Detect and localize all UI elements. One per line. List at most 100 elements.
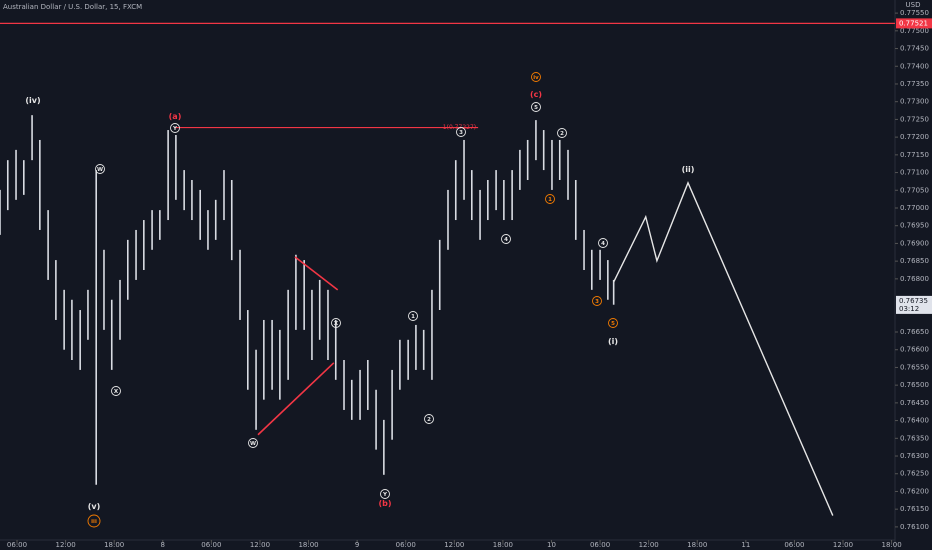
y-tick-label: 0.76350 bbox=[900, 434, 929, 442]
last-price-tag bbox=[896, 295, 932, 314]
y-tick-label: 0.76100 bbox=[900, 523, 929, 531]
x-tick-label: 18:00 bbox=[298, 541, 318, 549]
wave-label: (a) bbox=[169, 112, 182, 121]
wave-label: W bbox=[250, 441, 256, 447]
wave-circle bbox=[531, 72, 541, 82]
wave-label: iv bbox=[533, 75, 539, 81]
wave-label: (iv) bbox=[25, 96, 40, 105]
trend-line bbox=[257, 362, 335, 436]
wave-label: Y bbox=[172, 126, 178, 132]
wave-label: 3 bbox=[459, 130, 463, 136]
wave-circle bbox=[95, 164, 105, 174]
x-tick-label: 8 bbox=[161, 541, 165, 549]
wave-label: 4 bbox=[601, 241, 605, 247]
x-tick-label: 18:00 bbox=[882, 541, 902, 549]
wave-circle bbox=[545, 194, 555, 204]
wave-circle bbox=[331, 318, 341, 328]
price-level-label: 0.77521 bbox=[899, 19, 928, 27]
x-tick-label: 11 bbox=[741, 541, 750, 549]
wave-label: 2 bbox=[427, 417, 431, 423]
x-tick-label: 9 bbox=[355, 541, 359, 549]
y-tick-label: 0.77550 bbox=[900, 9, 929, 17]
countdown-label: 03:12 bbox=[899, 305, 919, 313]
wave-label: 2 bbox=[560, 131, 564, 137]
y-tick-label: 0.77200 bbox=[900, 133, 929, 141]
y-tick-label: 0.77250 bbox=[900, 115, 929, 123]
wave-label: 5 bbox=[534, 105, 538, 111]
wave-label: 1 bbox=[548, 197, 552, 203]
wave-circle bbox=[501, 234, 511, 244]
y-tick-label: 0.76450 bbox=[900, 399, 929, 407]
wave-label: (b) bbox=[378, 499, 391, 508]
y-tick-label: 0.77450 bbox=[900, 45, 929, 53]
y-tick-label: 0.77500 bbox=[900, 27, 929, 35]
y-tick-label: 0.76400 bbox=[900, 417, 929, 425]
x-tick-label: 12:00 bbox=[250, 541, 270, 549]
y-tick-label: 0.77150 bbox=[900, 151, 929, 159]
wave-label: 1 bbox=[411, 314, 415, 320]
wave-circle bbox=[380, 489, 390, 499]
x-tick-label: 06:00 bbox=[201, 541, 221, 549]
wave-label: (c) bbox=[530, 90, 542, 99]
wave-circle bbox=[424, 414, 434, 424]
wave-circle bbox=[408, 311, 418, 321]
wave-label: (v) bbox=[88, 502, 101, 511]
y-tick-label: 0.76500 bbox=[900, 381, 929, 389]
wave-circle bbox=[592, 296, 602, 306]
y-tick-label: 0.76950 bbox=[900, 222, 929, 230]
x-tick-label: 10 bbox=[547, 541, 556, 549]
y-tick-label: 0.76650 bbox=[900, 328, 929, 336]
y-tick-label: 0.77300 bbox=[900, 98, 929, 106]
wave-label: Y bbox=[382, 492, 388, 498]
wave-label: X bbox=[114, 389, 119, 395]
currency-label: USD bbox=[906, 1, 921, 9]
last-price-label: 0.76735 bbox=[899, 297, 928, 305]
y-tick-label: 0.77100 bbox=[900, 169, 929, 177]
wave-label: (ii) bbox=[682, 165, 695, 174]
y-tick-label: 0.76600 bbox=[900, 346, 929, 354]
y-tick-label: 0.76800 bbox=[900, 275, 929, 283]
x-tick-label: 06:00 bbox=[590, 541, 610, 549]
y-tick-label: 0.77050 bbox=[900, 186, 929, 194]
x-tick-label: 12:00 bbox=[833, 541, 853, 549]
x-tick-label: 06:00 bbox=[7, 541, 27, 549]
x-tick-label: 12:00 bbox=[444, 541, 464, 549]
y-tick-label: 0.76900 bbox=[900, 239, 929, 247]
y-tick-label: 0.76300 bbox=[900, 452, 929, 460]
wave-label: (i) bbox=[608, 337, 618, 346]
projection-line bbox=[613, 181, 834, 516]
wave-circle bbox=[608, 318, 618, 328]
x-tick-label: 12:00 bbox=[639, 541, 659, 549]
x-tick-label: 12:00 bbox=[56, 541, 76, 549]
wave-circle bbox=[248, 438, 258, 448]
y-tick-label: 0.76200 bbox=[900, 487, 929, 495]
y-tick-label: 0.76250 bbox=[900, 470, 929, 478]
wave-label: 3 bbox=[595, 299, 599, 305]
x-tick-label: 18:00 bbox=[104, 541, 124, 549]
y-tick-label: 0.76150 bbox=[900, 505, 929, 513]
price-level-tag bbox=[896, 18, 932, 29]
wave-label: 4 bbox=[504, 237, 508, 243]
y-tick-label: 0.77400 bbox=[900, 62, 929, 70]
x-tick-label: 06:00 bbox=[396, 541, 416, 549]
x-tick-label: 06:00 bbox=[784, 541, 804, 549]
x-tick-label: 18:00 bbox=[493, 541, 513, 549]
wave-label: W bbox=[97, 167, 103, 173]
wave-circle bbox=[598, 238, 608, 248]
wave-label: X bbox=[334, 321, 339, 327]
y-tick-label: 0.77000 bbox=[900, 204, 929, 212]
chart-title: Australian Dollar / U.S. Dollar, 15, FXC… bbox=[3, 3, 142, 11]
wave-label: iii bbox=[91, 519, 97, 525]
wave-circle bbox=[87, 514, 101, 528]
x-tick-label: 18:00 bbox=[687, 541, 707, 549]
trend-line bbox=[294, 256, 339, 291]
y-tick-label: 0.77350 bbox=[900, 80, 929, 88]
wave-label: 5 bbox=[611, 321, 615, 327]
y-tick-label: 0.76550 bbox=[900, 363, 929, 371]
y-tick-label: 0.76850 bbox=[900, 257, 929, 265]
wave-circle bbox=[111, 386, 121, 396]
wave-circle bbox=[456, 127, 466, 137]
wave-circle bbox=[170, 123, 180, 133]
